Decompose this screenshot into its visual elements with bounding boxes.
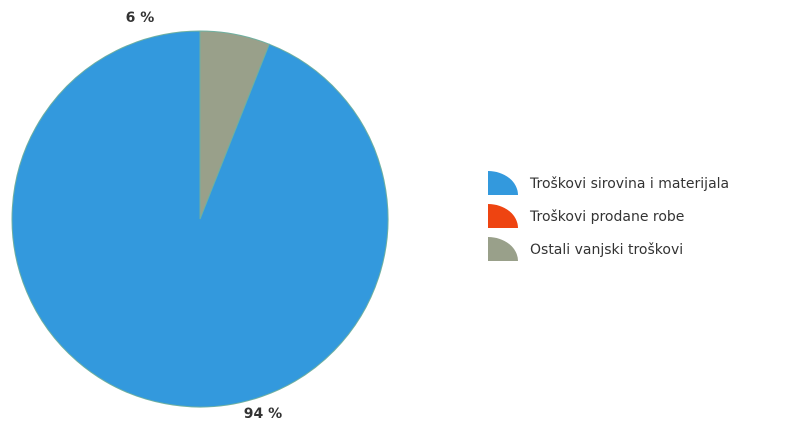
pie-slice-3 [199,30,270,220]
legend-swatch-1 [488,171,518,195]
legend-item-2: Troškovi prodane robe [488,204,684,228]
legend-label-1: Troškovi sirovina i materijala [529,176,729,192]
slice-value-label-1: 94 % [244,406,282,422]
legend-label-3: Ostali vanjski troškovi [530,242,683,258]
pie-slice-labels: 94 % 6 % [126,10,283,422]
legend-item-3: Ostali vanjski troškovi [488,237,683,261]
slice-value-label-3: 6 % [126,10,155,26]
pie-slices [11,30,389,408]
legend-item-1: Troškovi sirovina i materijala [488,171,729,195]
legend-swatch-3 [488,237,518,261]
legend: Troškovi sirovina i materijala Troškovi p… [488,171,729,261]
legend-swatch-2 [488,204,518,228]
legend-label-2: Troškovi prodane robe [529,209,684,225]
